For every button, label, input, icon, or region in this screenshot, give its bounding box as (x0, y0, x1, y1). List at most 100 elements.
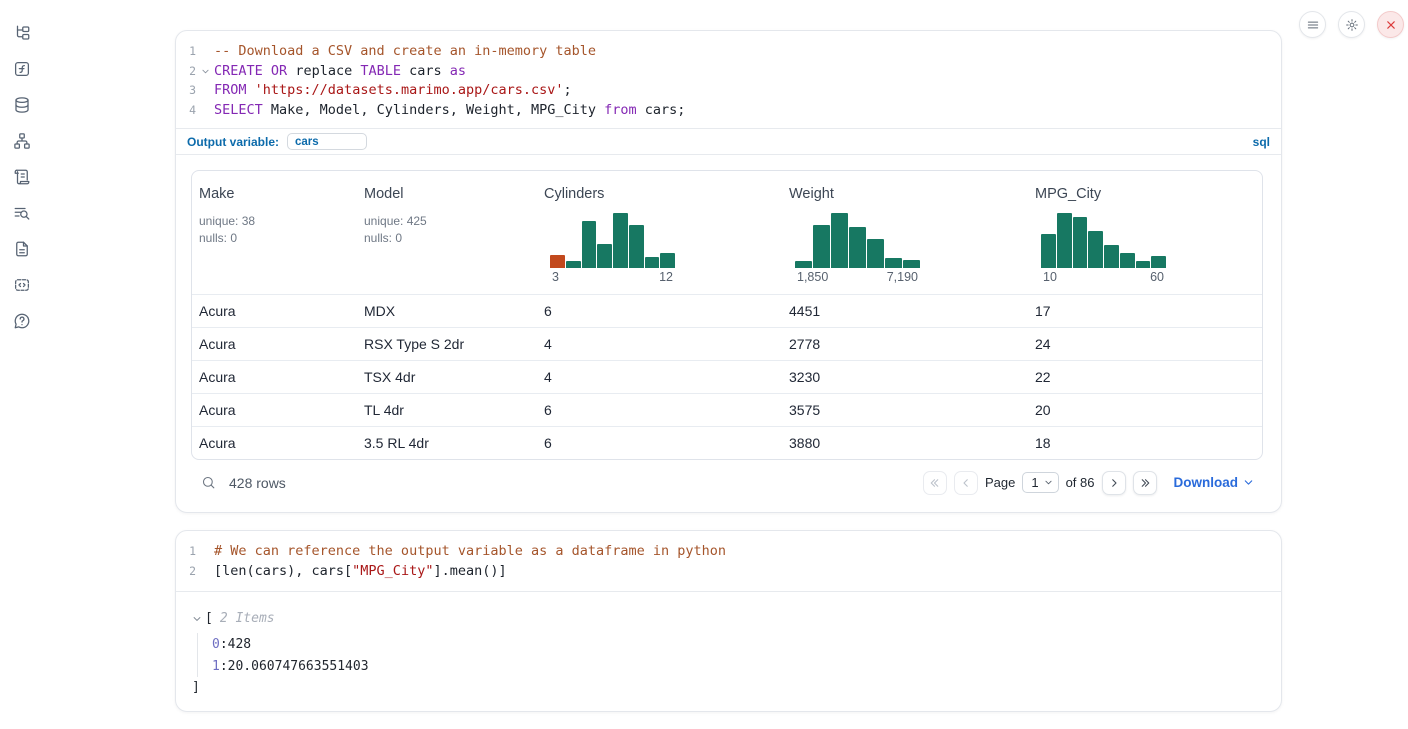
first-page-button[interactable] (922, 470, 947, 495)
histogram-bar (1041, 234, 1056, 269)
close-icon (1384, 18, 1398, 32)
sidebar-item-dependency-graph[interactable] (11, 130, 33, 152)
sql-output-area: Make unique: 38 nulls: 0 Model unique: 425 nu… (176, 170, 1281, 505)
next-page-button[interactable] (1101, 470, 1126, 495)
column-stat: unique: 425 (364, 214, 427, 229)
histogram-bar (813, 225, 830, 269)
code-line: 3 FROM 'https://datasets.marimo.app/cars.… (176, 81, 1281, 101)
table-cell: 3575 (789, 402, 821, 419)
fold-spacer (196, 101, 214, 121)
code-token: -- Download a CSV and create an in-memor… (214, 43, 597, 59)
sidebar-item-functions[interactable] (11, 58, 33, 80)
histogram-bar (867, 239, 884, 269)
table-cell: Acura (199, 336, 236, 353)
histogram-bar (1135, 261, 1151, 269)
sql-cell-footer: Output variable: sql (176, 128, 1281, 156)
python-output: [ 2 Items 0: 428 1: 20.060747663551403 ] (176, 592, 1281, 695)
list-search-icon (13, 204, 31, 222)
prev-page-button[interactable] (953, 470, 978, 495)
line-number: 2 (189, 63, 196, 78)
code-token: from (604, 101, 637, 118)
chevrons-right-icon (1139, 477, 1151, 489)
document-icon (13, 240, 31, 258)
histogram-bar (1056, 213, 1072, 269)
histogram-bar (660, 253, 675, 269)
sidebar-item-logs[interactable] (11, 202, 33, 224)
code-text: SELECT Make, Model, Cylinders, Weight, M… (214, 101, 685, 121)
python-cell: 1 # We can reference the output variable … (175, 530, 1282, 712)
pagination: Page 1 of 86 Download (922, 470, 1255, 495)
notebook-menu-button[interactable] (1299, 11, 1326, 38)
column-header-mpg_city[interactable]: MPG_City 10 60 (1028, 184, 1262, 294)
code-token: cars; (636, 101, 686, 118)
code-line: 4 SELECT Make, Model, Cylinders, Weight, … (176, 101, 1281, 121)
table-cell: 3.5 RL 4dr (364, 435, 429, 452)
code-line: 1 # We can reference the output variable … (176, 542, 1281, 562)
settings-button[interactable] (1338, 11, 1365, 38)
sidebar-item-snippets[interactable] (11, 274, 33, 296)
column-name: Cylinders (544, 186, 605, 203)
histogram-bar (831, 213, 848, 269)
table-cell: 4451 (789, 303, 821, 320)
fold-chevron-icon[interactable] (196, 62, 214, 82)
sidebar-item-file-explorer[interactable] (11, 22, 33, 44)
fold-spacer (196, 81, 214, 101)
histogram-bar (644, 257, 660, 269)
table-cell: TL 4dr (364, 402, 404, 419)
download-button[interactable]: Download (1174, 475, 1255, 490)
collapse-chevron-icon[interactable] (192, 614, 202, 624)
histogram-range-label: 12 (659, 270, 673, 285)
code-token: [len(cars), cars[ (214, 562, 353, 579)
code-token: FROM (214, 82, 247, 99)
code-token: # We can reference the output variable a… (214, 543, 727, 559)
search-icon (201, 475, 216, 490)
sidebar-item-datasources[interactable] (11, 94, 33, 116)
column-name: Model (364, 186, 404, 203)
sidebar-item-help[interactable] (11, 310, 33, 332)
code-token (247, 82, 255, 98)
list-item: 1: 20.060747663551403 (212, 655, 1281, 677)
sidebar-item-scratchpad[interactable] (11, 166, 33, 188)
column-header-model[interactable]: Model unique: 425 nulls: 0 (357, 184, 537, 294)
python-editor[interactable]: 1 # We can reference the output variable … (176, 531, 1281, 593)
column-stat: nulls: 0 (364, 230, 403, 245)
histogram-range-label: 7,190 (886, 270, 918, 285)
output-variable-input[interactable] (287, 133, 368, 151)
close-bracket: ] (192, 680, 200, 696)
table-cell: 6 (544, 303, 552, 320)
histogram-bar (613, 213, 628, 269)
table-row: Acura 3.5 RL 4dr 6 3880 18 (192, 426, 1262, 459)
code-token: CREATE (214, 62, 263, 79)
item-value: 20.060747663551403 (227, 658, 369, 674)
code-token (263, 63, 271, 79)
column-header-weight[interactable]: Weight 1,850 7,190 (782, 184, 1028, 294)
page-select-value: 1 (1031, 475, 1039, 491)
column-header-make[interactable]: Make unique: 38 nulls: 0 (192, 184, 357, 294)
dataframe-table: Make unique: 38 nulls: 0 Model unique: 425 nu… (191, 170, 1263, 461)
sidebar-item-documentation[interactable] (11, 238, 33, 260)
table-footer: 428 rows Page 1 of 86 Download (176, 460, 1281, 505)
table-cell: TSX 4dr (364, 369, 416, 386)
last-page-button[interactable] (1132, 470, 1157, 495)
code-token: "MPG_City" (352, 562, 434, 579)
table-cell: 24 (1035, 336, 1051, 353)
table-body: Acura MDX 6 4451 17 Acura RSX Type S 2dr 4 2778 2… (192, 294, 1262, 459)
gear-icon (1345, 18, 1359, 32)
code-token: replace (287, 62, 361, 79)
search-button[interactable] (201, 475, 216, 490)
histogram-bar (581, 221, 597, 269)
column-stat: unique: 38 (199, 214, 256, 229)
code-token: cars (400, 62, 450, 79)
table-cell: 6 (544, 402, 552, 419)
sql-editor[interactable]: 1 -- Download a CSV and create an in-memo… (176, 31, 1281, 128)
code-token: TABLE (360, 62, 401, 79)
page-select[interactable]: 1 (1022, 472, 1059, 494)
shutdown-button[interactable] (1377, 11, 1404, 38)
page-label: Page (984, 475, 1016, 491)
column-stat: nulls: 0 (199, 230, 238, 245)
fold-spacer (196, 562, 214, 582)
column-header-cylinders[interactable]: Cylinders 3 12 (537, 184, 782, 294)
code-token: 'https://datasets.marimo.app/cars.csv' (254, 82, 564, 99)
output-list-body: 0: 428 1: 20.060747663551403 (197, 633, 1281, 678)
code-token: ; (563, 82, 572, 99)
